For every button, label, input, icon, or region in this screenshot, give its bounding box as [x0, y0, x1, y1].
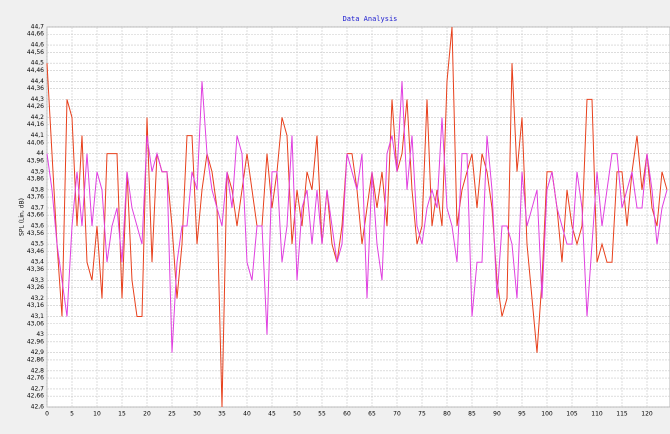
x-tick-label: 5 — [70, 411, 74, 418]
x-tick-label: 25 — [168, 411, 176, 418]
y-tick-label: 44,2 — [31, 114, 45, 121]
y-tick-label: 44,5 — [31, 60, 45, 67]
y-tick-label: 43,76 — [27, 194, 44, 201]
y-tick-label: 44,66 — [27, 31, 44, 38]
y-tick-label: 43 — [36, 331, 44, 338]
x-tick-label: 45 — [268, 411, 276, 418]
y-tick-label: 42,66 — [27, 393, 44, 400]
x-tick-label: 35 — [218, 411, 226, 418]
y-tick-label: 43,16 — [27, 302, 44, 309]
y-tick-label: 43,4 — [31, 259, 45, 266]
y-tick-label: 43,66 — [27, 212, 44, 219]
y-tick-label: 43,36 — [27, 266, 44, 273]
y-tick-label: 43,9 — [31, 168, 45, 175]
x-tick-label: 120 — [641, 411, 653, 418]
x-tick-label: 80 — [443, 411, 451, 418]
x-tick-label: 100 — [541, 411, 553, 418]
y-tick-label: 43,86 — [27, 176, 44, 183]
y-tick-label: 42,7 — [31, 385, 45, 392]
x-tick-label: 30 — [193, 411, 201, 418]
y-tick-label: 44,06 — [27, 139, 44, 146]
data-line — [46, 81, 668, 353]
x-tick-label: 65 — [368, 411, 376, 418]
y-tick-label: 44,7 — [31, 24, 45, 31]
y-tick-label: 44,16 — [27, 121, 44, 128]
y-tick-label: 43,6 — [31, 223, 45, 230]
y-tick-label: 44,36 — [27, 85, 44, 92]
y-tick-label: 44,3 — [31, 96, 45, 103]
x-tick-label: 115 — [616, 411, 628, 418]
y-tick-label: 42,96 — [27, 338, 44, 345]
x-tick-label: 10 — [93, 411, 101, 418]
x-tick-label: 75 — [418, 411, 426, 418]
y-tick-label: 42,76 — [27, 375, 44, 382]
y-tick-label: 43,8 — [31, 186, 45, 193]
x-tick-label: 105 — [566, 411, 578, 418]
y-tick-label: 43,3 — [31, 277, 45, 284]
y-tick-label: 44,56 — [27, 49, 44, 56]
x-tick-label: 90 — [493, 411, 501, 418]
y-tick-label: 44,6 — [31, 42, 45, 49]
y-tick-label: 42,6 — [31, 404, 45, 411]
x-tick-label: 50 — [293, 411, 301, 418]
x-tick-label: 60 — [343, 411, 351, 418]
y-tick-label: 43,46 — [27, 248, 44, 255]
y-tick-label: 44,4 — [31, 78, 45, 85]
plot-area — [46, 26, 670, 408]
y-tick-label: 44,46 — [27, 67, 44, 74]
y-tick-label: 43,7 — [31, 204, 45, 211]
x-tick-label: 20 — [143, 411, 151, 418]
y-tick-label: 44,26 — [27, 103, 44, 110]
x-tick-label: 85 — [468, 411, 476, 418]
x-tick-label: 110 — [591, 411, 603, 418]
x-tick-label: 70 — [393, 411, 401, 418]
x-tick-label: 15 — [118, 411, 126, 418]
y-tick-label: 42,86 — [27, 356, 44, 363]
y-tick-label: 43,2 — [31, 295, 45, 302]
y-tick-label: 44,1 — [31, 132, 45, 139]
y-tick-label: 43,96 — [27, 157, 44, 164]
y-tick-label: 42,8 — [31, 367, 45, 374]
chart-title: Data Analysis — [343, 15, 398, 23]
y-tick-label: 44 — [36, 150, 44, 157]
y-tick-label: 43,5 — [31, 241, 45, 248]
y-tick-label: 43,1 — [31, 313, 45, 320]
x-tick-label: 0 — [45, 411, 49, 418]
y-axis-label: SPL (Lin, dB) — [19, 198, 26, 236]
x-tick-label: 55 — [318, 411, 326, 418]
y-tick-label: 43,56 — [27, 230, 44, 237]
y-tick-label: 43,26 — [27, 284, 44, 291]
y-tick-label: 42,9 — [31, 349, 45, 356]
x-tick-label: 95 — [518, 411, 526, 418]
x-tick-label: 40 — [243, 411, 251, 418]
y-tick-label: 43,06 — [27, 320, 44, 327]
